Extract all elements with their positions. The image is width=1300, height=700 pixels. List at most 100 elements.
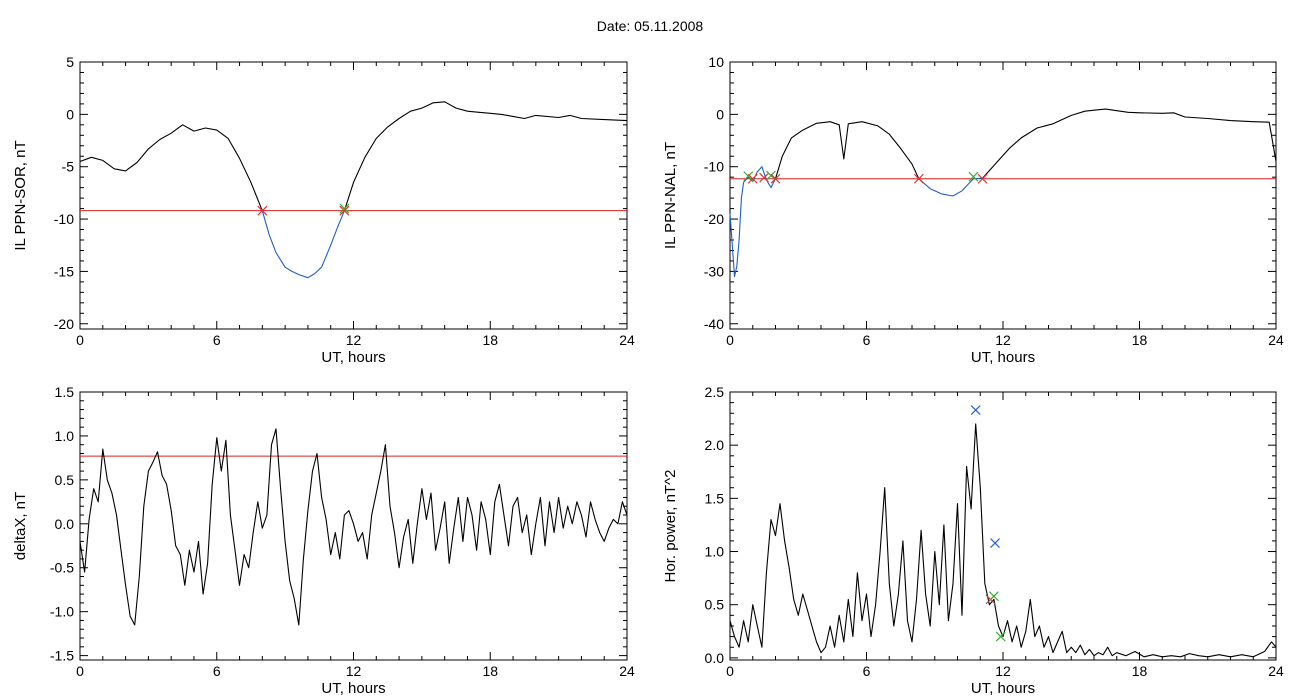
y-tick-label: 1.5: [55, 384, 75, 400]
series-line-2: [918, 177, 983, 197]
series-line-0: [79, 428, 628, 626]
y-tick-label: -1.5: [50, 648, 74, 664]
y-tick-label: 0.0: [705, 650, 725, 666]
x-marker: [257, 205, 268, 216]
x-marker: [995, 631, 1006, 642]
x-marker: [759, 172, 770, 183]
y-tick-label: -0.5: [50, 560, 74, 576]
x-marker-stroke: [766, 170, 776, 181]
x-tick-label: 6: [213, 663, 221, 679]
x-tick-label: 0: [76, 663, 84, 679]
y-tick-label: 10: [708, 54, 724, 70]
y-tick-label: 2.5: [705, 384, 725, 400]
y-axis-label: Hor. power, nT^2: [662, 470, 679, 583]
y-tick-label: -10: [54, 211, 74, 227]
x-marker: [743, 171, 754, 182]
x-marker: [977, 173, 988, 184]
x-marker-stroke: [995, 631, 1006, 642]
x-marker: [968, 171, 979, 182]
x-marker-stroke: [770, 173, 781, 184]
chart-panel-nal: 0 6 12 18 24 10 0 -10 -20 -30 -40 UT, hours IL PPN-N…: [662, 54, 1284, 366]
series-line-3: [982, 108, 1277, 179]
y-tick-label: -15: [54, 263, 74, 279]
y-tick-label: 1.0: [705, 544, 725, 560]
series-line-0: [79, 124, 263, 211]
x-marker-stroke: [968, 171, 979, 182]
x-tick-label: 0: [76, 332, 84, 348]
x-tick-label: 12: [346, 332, 362, 348]
y-tick-label: 0.5: [705, 597, 725, 613]
x-marker-stroke: [339, 203, 350, 214]
x-tick-label: 24: [619, 332, 635, 348]
y-tick-label: 5: [66, 54, 74, 70]
x-tick-label: 18: [482, 332, 498, 348]
x-marker: [747, 173, 758, 184]
chart-panel-deltax: 0 6 12 18 24 1.5 1.0 0.5 0.0 -0.5 -1.0 -1.5 UT, hour…: [12, 384, 635, 697]
x-tick-label: 12: [995, 663, 1011, 679]
y-tick-label: -1.0: [50, 604, 74, 620]
plot-frame: [729, 61, 1277, 330]
series-line-2: [343, 101, 628, 211]
x-marker-stroke: [747, 173, 758, 184]
x-axis-label: UT, hours: [321, 680, 385, 697]
x-marker: [970, 405, 981, 416]
y-tick-label: -10: [704, 159, 724, 175]
x-tick-label: 6: [863, 332, 871, 348]
x-tick-label: 24: [1268, 663, 1284, 679]
x-marker: [766, 170, 776, 181]
y-tick-label: 0.0: [55, 516, 75, 532]
x-marker: [770, 173, 781, 184]
y-tick-label: -20: [704, 211, 724, 227]
x-marker: [339, 205, 350, 216]
y-tick-label: -5: [62, 159, 75, 175]
series-line-1: [774, 121, 920, 179]
x-tick-label: 6: [863, 663, 871, 679]
chart-panel-sor: 0 6 12 18 24 5 0 -5 -10 -15 -20 UT, hours IL PPN-SOR…: [12, 54, 635, 366]
x-tick-label: 0: [726, 663, 734, 679]
series-line-0: [729, 166, 776, 278]
x-marker: [990, 538, 1000, 548]
y-tick-label: 1.0: [55, 428, 75, 444]
x-marker-stroke: [257, 205, 268, 216]
y-axis-label: IL PPN-NAL, nT: [662, 142, 679, 249]
x-axis-label: UT, hours: [971, 680, 1035, 697]
plot-frame: [79, 391, 628, 661]
plot-frame: [729, 391, 1277, 661]
x-tick-label: 18: [1132, 663, 1148, 679]
x-axis-label: UT, hours: [321, 349, 385, 366]
x-marker-stroke: [913, 173, 924, 184]
x-tick-label: 24: [1268, 332, 1284, 348]
x-marker-stroke: [743, 171, 754, 182]
y-tick-label: -20: [54, 316, 74, 332]
x-tick-label: 6: [213, 332, 221, 348]
y-tick-label: 0.5: [55, 472, 75, 488]
x-marker-stroke: [977, 173, 988, 184]
y-tick-label: 2.0: [705, 437, 725, 453]
x-marker: [913, 173, 924, 184]
x-axis-label: UT, hours: [971, 349, 1035, 366]
x-marker-stroke: [988, 591, 999, 602]
x-marker: [339, 203, 350, 214]
x-tick-label: 12: [346, 663, 362, 679]
x-marker-stroke: [990, 538, 1000, 548]
y-tick-label: -40: [704, 316, 724, 332]
y-axis-label: IL PPN-SOR, nT: [12, 140, 29, 250]
x-tick-label: 0: [726, 332, 734, 348]
page-title: Date: 05.11.2008: [596, 18, 704, 34]
x-marker-stroke: [339, 205, 350, 216]
y-tick-label: 0: [66, 106, 74, 122]
x-tick-label: 12: [995, 332, 1011, 348]
x-marker-stroke: [970, 405, 981, 416]
y-tick-label: 0: [716, 106, 724, 122]
series-line-1: [261, 210, 345, 279]
x-tick-label: 24: [619, 663, 635, 679]
plot-frame: [79, 61, 628, 330]
chart-panel-power: 0 6 12 18 24 2.5 2.0 1.5 1.0 0.5 0.0 UT, hours Hor. …: [662, 384, 1284, 697]
x-tick-label: 18: [482, 663, 498, 679]
y-tick-label: 1.5: [705, 490, 725, 506]
x-marker-stroke: [759, 172, 770, 183]
series-line-0: [729, 423, 1277, 658]
x-marker: [988, 591, 999, 602]
x-tick-label: 18: [1132, 332, 1148, 348]
